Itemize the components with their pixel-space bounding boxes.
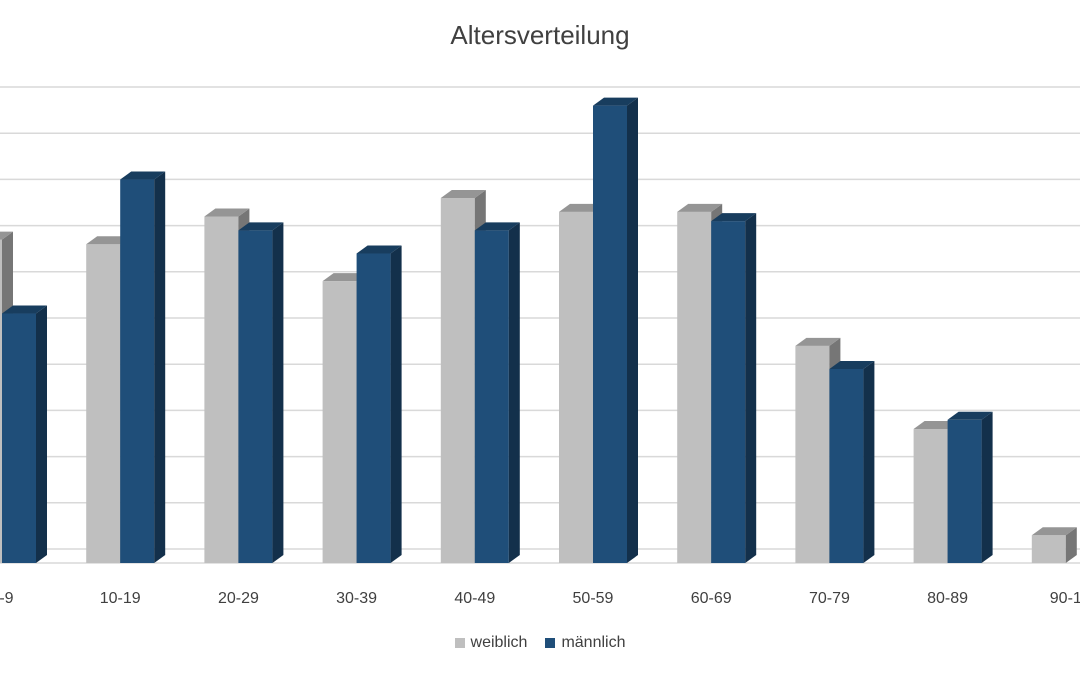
bar-männlich: [593, 105, 627, 564]
bar-side-männlich: [981, 411, 993, 563]
x-tick-label: 70-79: [809, 590, 850, 607]
legend-label-maennlich: männlich: [561, 634, 626, 651]
x-tick-label: 80-89: [927, 590, 968, 607]
bar-top-männlich: [947, 411, 993, 420]
bar-side-männlich: [390, 245, 402, 563]
bar-top-männlich: [238, 222, 284, 231]
x-tick-label: 0-9: [0, 590, 14, 607]
x-tick-label: 40-49: [454, 590, 495, 607]
x-tick-label: 20-29: [218, 590, 259, 607]
bar-top-weiblich: [204, 208, 250, 217]
legend-item-maennlich: männlich: [545, 634, 625, 652]
bar-top-weiblich: [86, 236, 132, 245]
bar-weiblich: [559, 211, 593, 563]
bar-side-männlich: [508, 222, 520, 564]
x-tick-label: 60-69: [691, 590, 732, 607]
bar-top-weiblich: [913, 421, 959, 430]
bar-weiblich: [204, 216, 239, 563]
bar-top-männlich: [474, 222, 520, 231]
legend: weiblich männlich: [0, 634, 1080, 652]
bar-top-männlich: [829, 360, 875, 369]
bar-weiblich: [1031, 535, 1066, 563]
bar-männlich: [947, 419, 982, 563]
bar-top-weiblich: [677, 203, 723, 212]
bar-side-männlich: [154, 171, 166, 564]
x-tick-label: 50-59: [573, 590, 614, 607]
bar-top-weiblich: [0, 231, 13, 240]
bar-top-weiblich: [1031, 527, 1077, 536]
bar-männlich: [120, 179, 155, 564]
chart-title: Altersverteilung: [450, 20, 630, 50]
legend-item-weiblich: weiblich: [454, 634, 528, 652]
bar-weiblich: [795, 345, 830, 563]
bar-top-männlich: [120, 171, 166, 180]
x-tick-label: 30-39: [336, 590, 377, 607]
legend-swatch-weiblich: [454, 638, 465, 648]
bar-top-weiblich: [322, 273, 368, 282]
bar-top-weiblich: [559, 203, 604, 212]
bar-side-männlich: [36, 305, 47, 563]
bar-weiblich: [0, 239, 2, 563]
bar-weiblich: [440, 198, 475, 563]
x-tick-label: 90-1: [1050, 590, 1080, 607]
bar-top-männlich: [2, 305, 47, 314]
bar-weiblich: [322, 281, 357, 563]
bar-männlich: [356, 253, 391, 563]
bar-weiblich: [86, 244, 121, 563]
bar-männlich: [2, 313, 36, 563]
bar-männlich: [474, 230, 509, 564]
bar-side-männlich: [627, 97, 638, 564]
bar-männlich: [711, 221, 746, 563]
bar-top-weiblich: [795, 337, 841, 346]
legend-label-weiblich: weiblich: [470, 634, 528, 651]
bar-männlich: [238, 230, 273, 564]
bar-top-weiblich: [440, 190, 486, 199]
bar-männlich: [829, 368, 864, 563]
bar-weiblich: [913, 429, 948, 563]
x-tick-label: 10-19: [100, 590, 141, 607]
bar-side-männlich: [272, 222, 284, 564]
bar-side-männlich: [863, 360, 875, 563]
bar-top-männlich: [356, 245, 402, 254]
bar-weiblich: [677, 211, 712, 563]
bar-top-männlich: [711, 213, 757, 222]
bar-side-weiblich: [1065, 527, 1077, 563]
legend-swatch-maennlich: [545, 638, 556, 648]
bar-side-männlich: [745, 213, 757, 563]
bar-top-männlich: [593, 97, 638, 106]
